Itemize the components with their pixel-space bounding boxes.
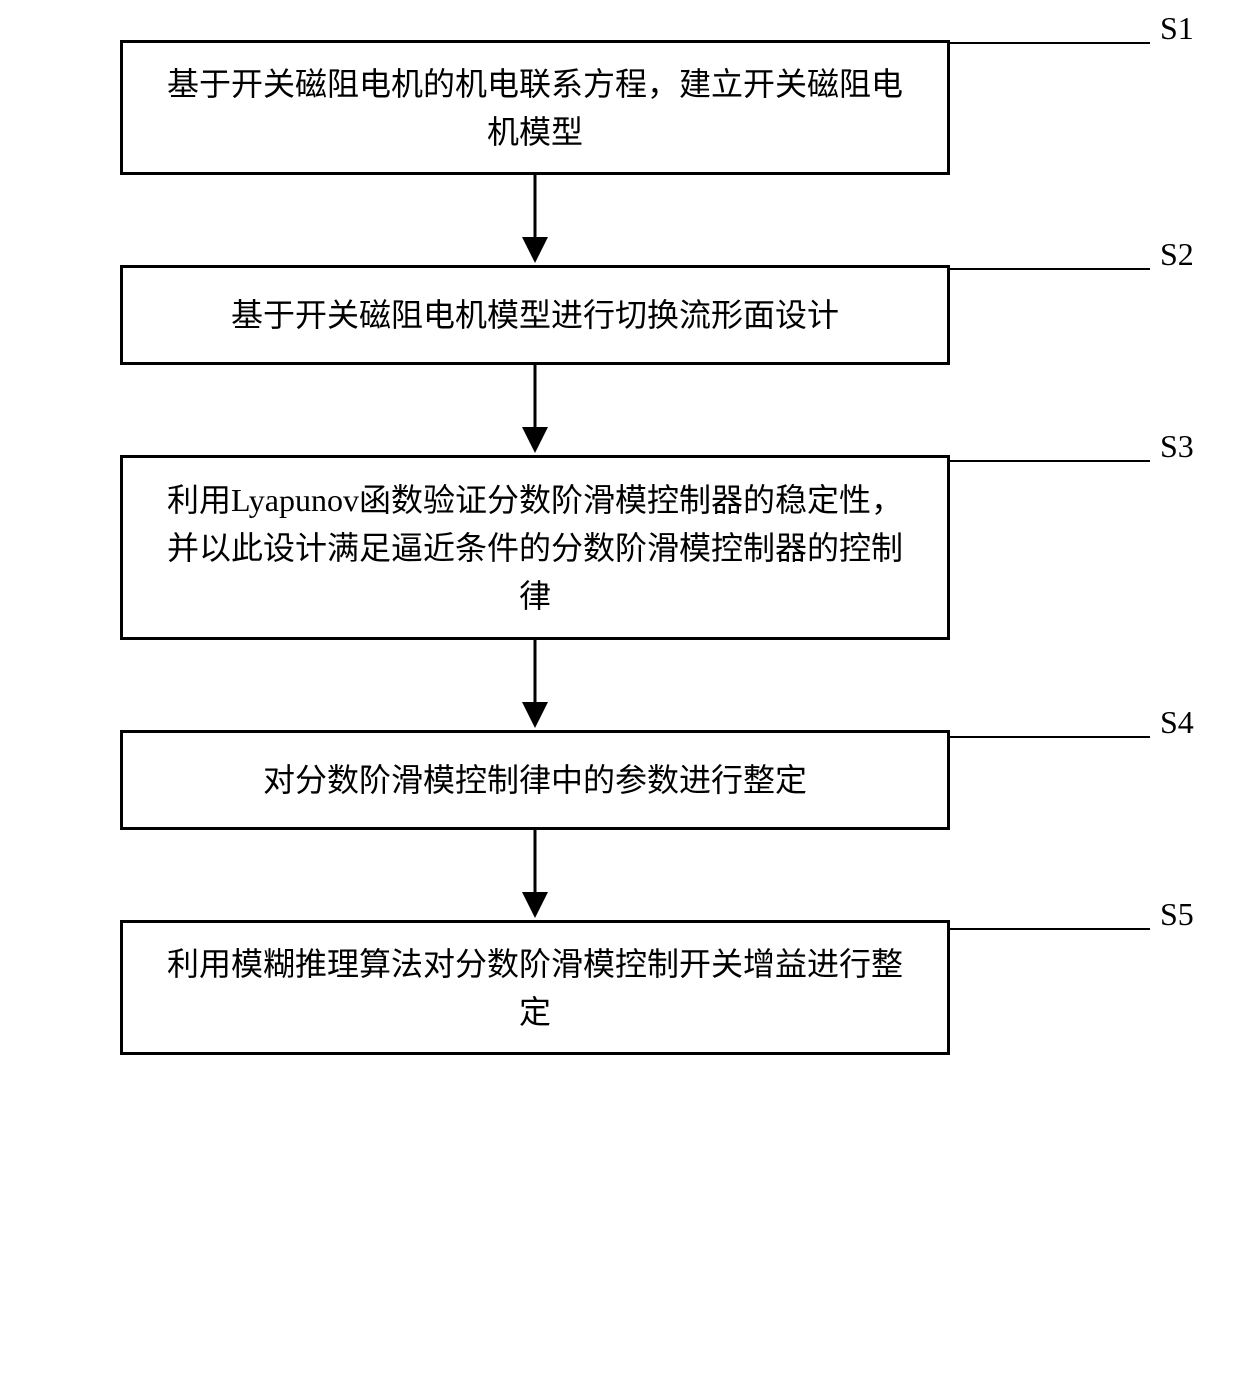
label-text-s2: S2 — [1160, 236, 1194, 273]
label-line-s3 — [950, 460, 1150, 462]
label-text-s5: S5 — [1160, 896, 1194, 933]
step-box-s2: 基于开关磁阻电机模型进行切换流形面设计 — [120, 265, 950, 365]
label-line-s5 — [950, 928, 1150, 930]
arrow-head — [522, 892, 548, 918]
arrow-head — [522, 237, 548, 263]
step-box-s4: 对分数阶滑模控制律中的参数进行整定 — [120, 730, 950, 830]
step-box-s5: 利用模糊推理算法对分数阶滑模控制开关增益进行整定 — [120, 920, 950, 1055]
label-line-s2 — [950, 268, 1150, 270]
step-box-s3: 利用Lyapunov函数验证分数阶滑模控制器的稳定性，并以此设计满足逼近条件的分… — [120, 455, 950, 640]
label-text-s1: S1 — [1160, 10, 1194, 47]
label-text-s3: S3 — [1160, 428, 1194, 465]
arrow-head — [522, 427, 548, 453]
arrow-line — [534, 365, 537, 430]
step-text-s3: 利用Lyapunov函数验证分数阶滑模控制器的稳定性，并以此设计满足逼近条件的分… — [153, 476, 917, 620]
arrow-head — [522, 702, 548, 728]
arrow-line — [534, 830, 537, 895]
arrow-s4-s5 — [120, 830, 950, 920]
step-box-s1: 基于开关磁阻电机的机电联系方程，建立开关磁阻电机模型 — [120, 40, 950, 175]
arrow-s3-s4 — [120, 640, 950, 730]
arrow-line — [534, 640, 537, 705]
step-text-s1: 基于开关磁阻电机的机电联系方程，建立开关磁阻电机模型 — [153, 60, 917, 156]
label-text-s4: S4 — [1160, 704, 1194, 741]
step-text-s5: 利用模糊推理算法对分数阶滑模控制开关增益进行整定 — [153, 940, 917, 1036]
step-text-s4: 对分数阶滑模控制律中的参数进行整定 — [263, 756, 807, 804]
label-line-s4 — [950, 736, 1150, 738]
flowchart-container: 基于开关磁阻电机的机电联系方程，建立开关磁阻电机模型 基于开关磁阻电机模型进行切… — [120, 40, 950, 1055]
step-text-s2: 基于开关磁阻电机模型进行切换流形面设计 — [231, 291, 839, 339]
label-line-s1 — [950, 42, 1150, 44]
arrow-s1-s2 — [120, 175, 950, 265]
arrow-s2-s3 — [120, 365, 950, 455]
arrow-line — [534, 175, 537, 240]
